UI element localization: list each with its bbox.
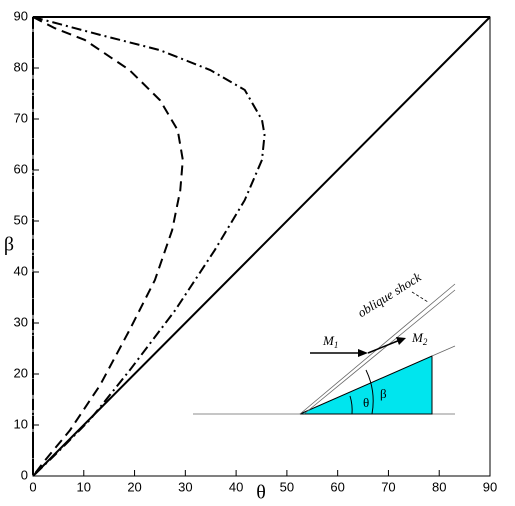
y-tick-label: 50: [14, 212, 28, 227]
x-tick-label: 40: [229, 479, 243, 494]
wedge-inset: oblique shock M1 M2 θ β: [193, 269, 456, 415]
curve: [32, 16, 491, 477]
m2: M: [411, 330, 424, 345]
x-axis-label: θ: [256, 482, 266, 504]
curve: [32, 16, 266, 479]
x-tick-label: 10: [77, 479, 91, 494]
theta-label: θ: [363, 395, 369, 410]
x-tick-label: 50: [280, 479, 294, 494]
m1-label: M1: [322, 333, 338, 350]
beta-arc: [365, 369, 374, 415]
m2-label: M2: [411, 330, 428, 347]
m1: M: [322, 333, 335, 348]
x-tick-label: 60: [330, 479, 344, 494]
y-tick-label: 90: [14, 8, 28, 23]
shock-label: oblique shock: [355, 269, 424, 320]
y-tick-label: 30: [14, 314, 28, 329]
y-tick-label: 40: [14, 263, 28, 278]
m2-sub: 2: [423, 337, 428, 347]
beta-label: β: [380, 386, 387, 401]
x-tick-label: 20: [127, 479, 141, 494]
m1-sub: 1: [334, 340, 339, 350]
shock-line: [303, 289, 456, 415]
y-tick-label: 20: [14, 365, 28, 380]
y-tick-label: 10: [14, 416, 28, 431]
y-tick-label: 80: [14, 59, 28, 74]
arrow-head: [358, 349, 368, 357]
y-tick-label: 60: [14, 161, 28, 176]
y-tick-label: 70: [14, 110, 28, 125]
wedge-extension: [431, 345, 456, 357]
x-tick-label: 30: [178, 479, 192, 494]
theta-arc: [349, 395, 353, 415]
x-tick-label: 80: [432, 479, 446, 494]
x-tick-label: 70: [381, 479, 395, 494]
x-tick-label: 90: [483, 479, 497, 494]
wedge: [299, 355, 433, 415]
flow-arrow: [367, 339, 401, 354]
y-tick-label: 0: [21, 467, 28, 482]
x-tick-label: 0: [29, 479, 36, 494]
curve: [32, 16, 184, 479]
pointer: [411, 291, 429, 303]
y-axis-label: β: [4, 234, 14, 256]
arrow-head: [396, 337, 406, 345]
